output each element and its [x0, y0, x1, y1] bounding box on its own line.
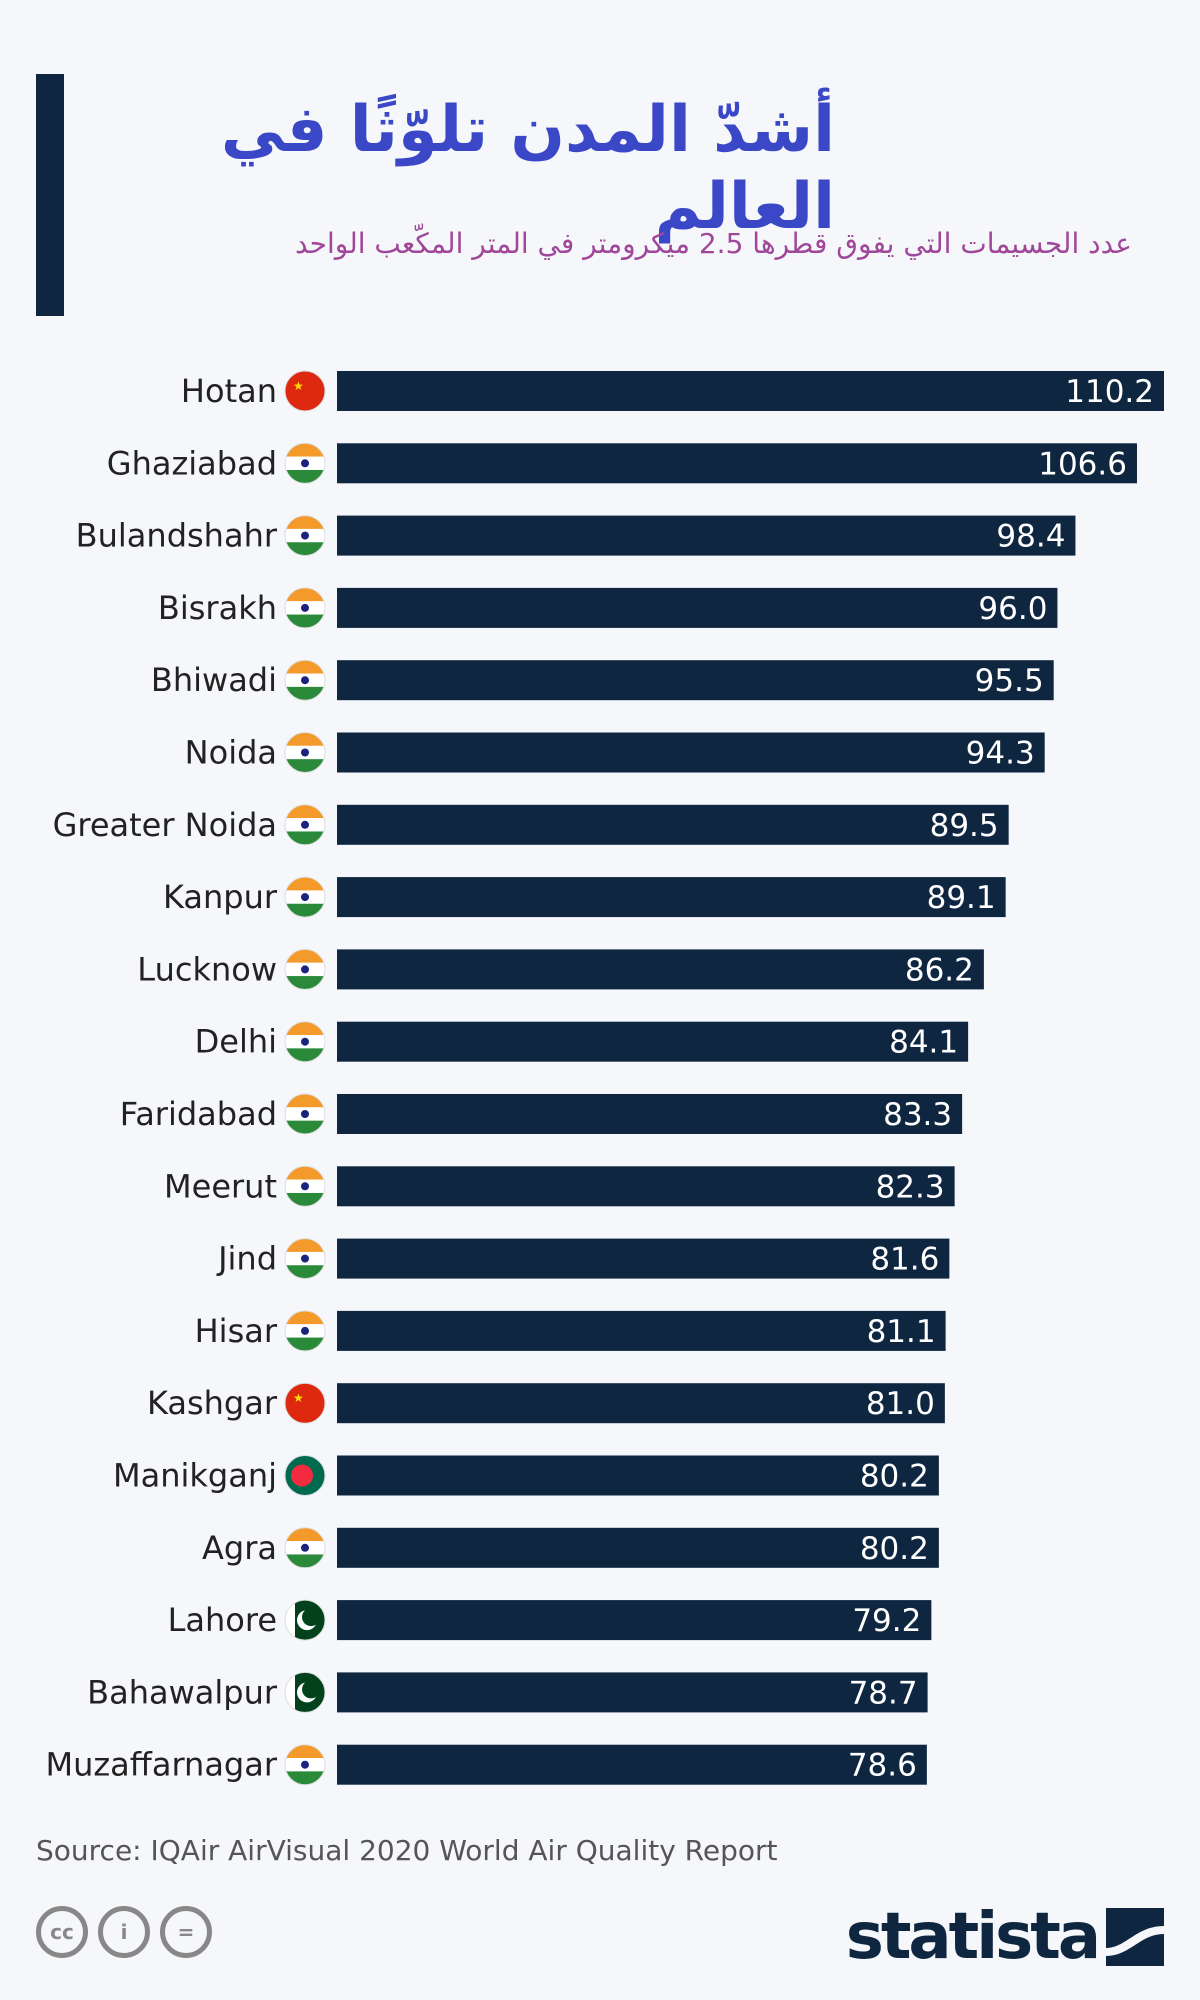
bar-chart: Hotan ★ 110.2 Ghaziabad 106.6 Bulandshahr 98.4… — [45, 370, 1164, 1786]
chart-subtitle: عدد الجسيمات التي يفوق قطرها 2.5 ميكرومت… — [294, 227, 1132, 260]
cc-icon: cc — [36, 1906, 88, 1958]
value-label: 80.2 — [860, 1531, 929, 1567]
value-label: 81.6 — [870, 1242, 939, 1278]
category-label: Bisrakh — [158, 589, 277, 627]
value-label: 83.3 — [883, 1097, 952, 1133]
category-label: Muzaffarnagar — [45, 1746, 277, 1784]
flag-india-icon — [284, 515, 326, 557]
flag-india-icon — [284, 442, 326, 484]
category-label: Hotan — [181, 372, 277, 410]
bar — [337, 1021, 969, 1062]
value-label: 89.5 — [930, 808, 999, 844]
value-label: 81.1 — [867, 1314, 936, 1350]
category-label: Hisar — [195, 1312, 278, 1350]
bar — [337, 443, 1137, 484]
flag-india-icon — [284, 1165, 326, 1207]
chart-title: أشدّ المدن تلوّثًا في العالم — [220, 93, 835, 244]
category-label: Ghaziabad — [107, 444, 277, 482]
brand-name: statista — [845, 1900, 1101, 1974]
flag-bangladesh-icon — [284, 1455, 326, 1496]
bar — [337, 1527, 939, 1568]
value-label: 78.6 — [848, 1748, 917, 1784]
category-label: Manikganj — [113, 1457, 277, 1495]
flag-china-icon: ★ — [284, 370, 326, 412]
no-derivatives-icon: = — [160, 1906, 212, 1958]
value-label: 80.2 — [860, 1459, 929, 1495]
value-label: 110.2 — [1065, 374, 1154, 410]
bar — [337, 587, 1058, 628]
bar — [337, 1166, 955, 1207]
flag-india-icon — [284, 1238, 326, 1280]
flag-india-icon — [284, 659, 326, 701]
bar — [337, 1455, 939, 1496]
bar — [337, 515, 1076, 556]
bar — [337, 1383, 945, 1424]
value-label: 98.4 — [996, 519, 1065, 555]
flag-pakistan-icon — [284, 1599, 326, 1641]
category-label: Jind — [216, 1240, 277, 1278]
bar — [337, 804, 1009, 845]
flag-india-icon — [284, 587, 326, 629]
value-label: 86.2 — [905, 952, 974, 988]
category-label: Bhiwadi — [151, 661, 277, 699]
value-label: 84.1 — [889, 1025, 958, 1061]
bar — [337, 1672, 928, 1713]
bar — [337, 1600, 932, 1641]
category-label: Kashgar — [147, 1384, 278, 1422]
value-label: 82.3 — [876, 1169, 945, 1205]
svg-text:★: ★ — [293, 379, 304, 393]
statista-logo: statista — [846, 1900, 1164, 1974]
source-note: Source: IQAir AirVisual 2020 World Air Q… — [36, 1834, 778, 1867]
flag-india-icon — [284, 948, 326, 990]
flag-india-icon — [284, 876, 326, 918]
bar — [337, 371, 1164, 411]
value-label: 94.3 — [966, 736, 1035, 772]
value-label: 79.2 — [852, 1603, 921, 1639]
bar — [337, 1744, 927, 1785]
flag-india-icon — [284, 732, 326, 773]
flag-india-icon — [284, 1527, 326, 1569]
attribution-icon: i — [98, 1906, 150, 1958]
accent-bar — [36, 74, 64, 316]
category-label: Greater Noida — [53, 806, 277, 844]
value-label: 81.0 — [866, 1386, 935, 1422]
category-label: Meerut — [164, 1167, 277, 1205]
flag-india-icon — [284, 1310, 326, 1352]
flag-india-icon — [284, 1744, 326, 1786]
bar — [337, 660, 1054, 701]
category-label: Agra — [202, 1529, 277, 1567]
category-label: Noida — [185, 734, 277, 772]
value-label: 96.0 — [978, 591, 1047, 627]
category-label: Bahawalpur — [87, 1673, 278, 1711]
category-label: Delhi — [195, 1023, 277, 1061]
category-label: Kanpur — [163, 878, 278, 916]
bar — [337, 1238, 950, 1279]
category-label: Lahore — [168, 1601, 277, 1639]
bar — [337, 877, 1006, 918]
bar — [337, 1310, 946, 1351]
bar — [337, 732, 1045, 773]
bar — [337, 1094, 963, 1134]
flag-india-icon — [284, 804, 326, 846]
bar — [337, 949, 984, 990]
value-label: 95.5 — [975, 663, 1044, 699]
category-label: Faridabad — [120, 1095, 277, 1133]
value-label: 89.1 — [927, 880, 996, 916]
license-icons: cc i = — [36, 1906, 212, 1958]
statista-mark-icon — [1106, 1908, 1164, 1966]
category-label: Bulandshahr — [76, 517, 278, 555]
flag-india-icon — [284, 1093, 326, 1135]
flag-china-icon: ★ — [284, 1382, 326, 1424]
value-label: 78.7 — [849, 1675, 918, 1711]
svg-text:★: ★ — [293, 1391, 304, 1405]
flag-india-icon — [284, 1021, 326, 1063]
value-label: 106.6 — [1038, 446, 1127, 482]
category-label: Lucknow — [137, 950, 277, 988]
flag-pakistan-icon — [284, 1671, 326, 1713]
